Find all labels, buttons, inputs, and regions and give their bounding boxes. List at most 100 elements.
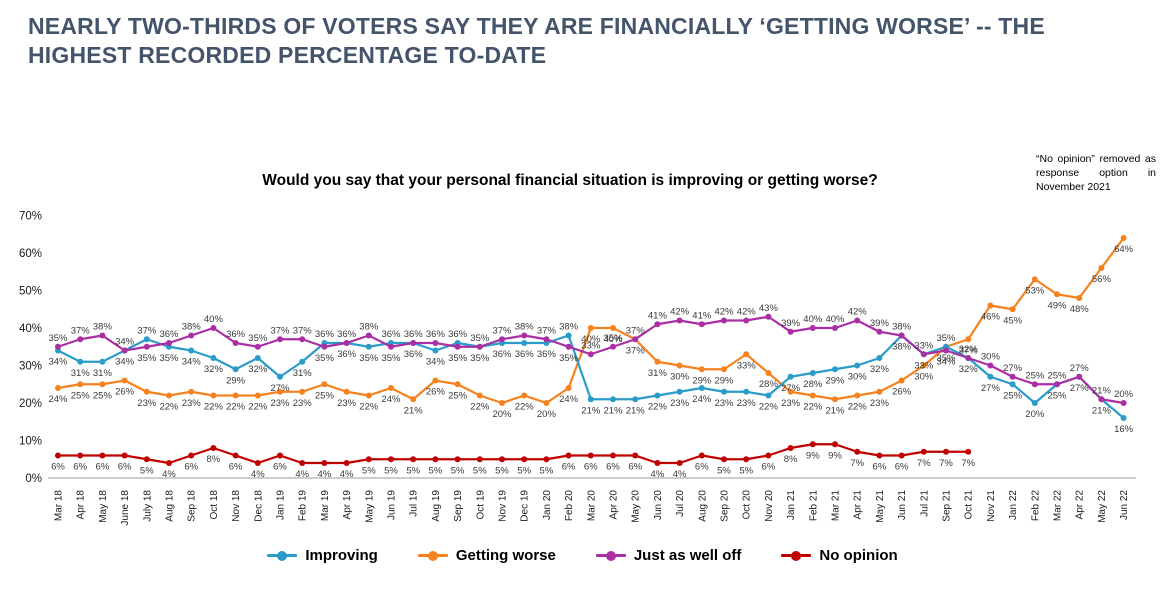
x-tick-label: Aug 19 [431, 490, 442, 522]
data-label: 5% [517, 465, 531, 476]
data-label: 7% [939, 458, 953, 469]
data-point [143, 343, 150, 350]
data-label: 36% [337, 329, 357, 340]
x-tick-label: Oct 20 [742, 490, 753, 520]
data-point [965, 355, 972, 361]
improving-line-marker-icon [267, 550, 298, 561]
data-label: 34% [115, 337, 135, 348]
legend-item-just-as-well-off: Just as well off [595, 547, 741, 564]
data-label: 35% [315, 353, 335, 364]
x-tick-label: June 18 [120, 490, 131, 526]
data-label: 40% [581, 334, 601, 345]
data-point [476, 456, 483, 463]
data-point [654, 321, 661, 328]
data-point [543, 336, 550, 343]
data-label: 29% [692, 375, 712, 386]
data-point [676, 317, 683, 324]
x-tick-label: May 19 [364, 490, 375, 523]
data-label: 34% [48, 357, 68, 368]
data-label: 5% [140, 465, 154, 476]
x-tick-label: Jan 22 [1008, 490, 1019, 520]
data-point [410, 340, 417, 346]
data-point [654, 358, 661, 365]
data-point [499, 400, 505, 406]
data-point [1009, 381, 1016, 388]
data-point [254, 392, 261, 399]
data-label: 38% [359, 322, 379, 333]
data-point [388, 456, 394, 463]
y-tick-label: 50% [19, 286, 42, 298]
data-label: 5% [473, 465, 487, 476]
data-label: 23% [781, 398, 801, 409]
data-point [454, 456, 461, 463]
data-point [587, 325, 594, 331]
data-label: 34% [115, 357, 135, 368]
data-point [898, 377, 905, 384]
legend-label-no-opinion: No opinion [819, 547, 898, 564]
data-point [299, 358, 306, 365]
data-point [565, 385, 572, 391]
data-point [854, 392, 861, 399]
data-point [454, 381, 461, 388]
x-tick-label: Apr 20 [609, 490, 620, 520]
data-point [654, 392, 661, 399]
data-point [454, 343, 461, 350]
x-tick-label: Apr 21 [853, 490, 864, 520]
data-label: 25% [1003, 390, 1023, 401]
x-tick-label: Mar 19 [320, 490, 331, 522]
data-point [698, 452, 705, 459]
x-tick-label: Oct 19 [475, 490, 486, 520]
x-tick-label: Oct 18 [209, 490, 220, 520]
data-point [765, 370, 772, 376]
data-label: 35% [359, 353, 379, 364]
data-point [254, 460, 261, 466]
x-tick-label: Jan 21 [786, 490, 797, 520]
data-point [55, 343, 61, 350]
data-point [254, 343, 261, 350]
data-point [854, 448, 861, 455]
data-point [1098, 265, 1105, 271]
data-point [1054, 291, 1060, 298]
y-tick-label: 60% [19, 248, 42, 260]
getting-worse-line-marker-icon [417, 550, 448, 561]
data-label: 29% [714, 375, 734, 386]
x-tick-label: Sep 20 [720, 490, 731, 522]
data-point [254, 355, 261, 361]
data-label: 35% [137, 353, 157, 364]
data-label: 36% [337, 349, 357, 360]
data-point [676, 388, 683, 395]
data-label: 4% [651, 469, 665, 480]
data-label: 6% [51, 462, 65, 473]
data-point [432, 456, 439, 463]
data-point [121, 347, 128, 354]
data-point [965, 448, 972, 455]
data-point [743, 351, 750, 358]
data-label: 36% [448, 329, 468, 340]
data-label: 38% [559, 322, 579, 333]
data-label: 9% [806, 450, 820, 461]
data-point [721, 388, 727, 395]
x-tick-label: Sep 18 [187, 490, 198, 522]
data-point [77, 358, 84, 365]
data-label: 5% [739, 465, 753, 476]
data-point [343, 388, 350, 395]
data-point [232, 392, 239, 399]
x-tick-label: Feb 22 [1030, 490, 1041, 522]
data-point [1031, 400, 1038, 406]
data-label: 21% [404, 405, 424, 416]
data-label: 22% [159, 402, 179, 413]
data-label: 28% [759, 379, 779, 390]
data-point [543, 400, 550, 406]
data-point [476, 343, 483, 350]
data-point [99, 452, 106, 459]
data-point [232, 366, 239, 373]
x-tick-label: May 22 [1097, 490, 1108, 523]
data-label: 4% [295, 469, 309, 480]
data-point [876, 388, 883, 395]
data-label: 23% [737, 398, 757, 409]
data-point [299, 388, 306, 395]
data-label: 31% [71, 368, 91, 379]
data-point [787, 373, 794, 380]
data-point [610, 343, 616, 350]
data-label: 23% [870, 398, 890, 409]
